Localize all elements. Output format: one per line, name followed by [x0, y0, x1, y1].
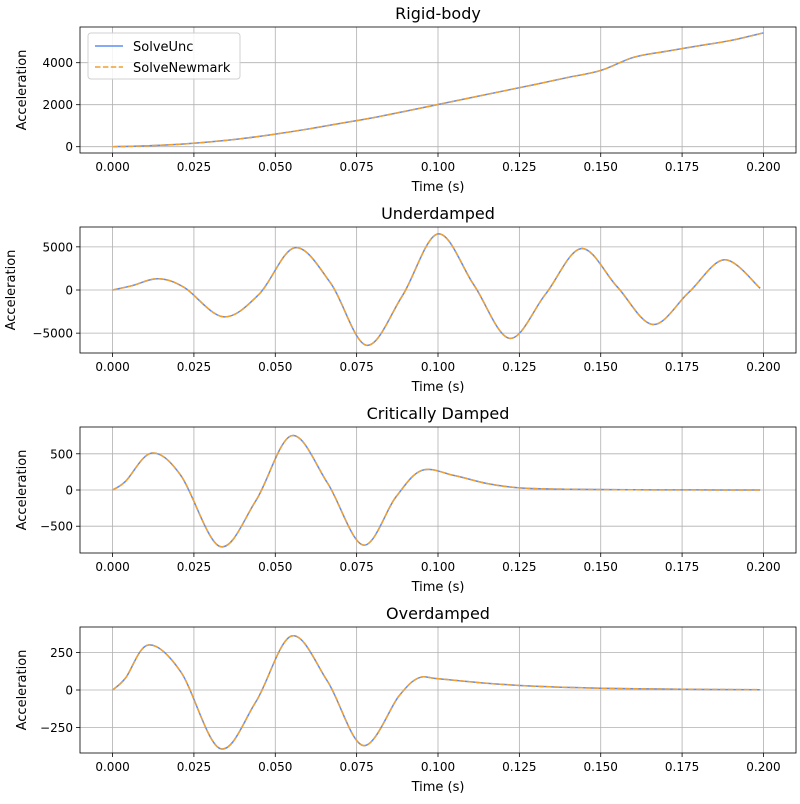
series-line-solvenewmark	[112, 635, 761, 750]
subplot-title: Critically Damped	[367, 404, 510, 423]
x-tick-label: 0.150	[584, 760, 618, 774]
y-tick-label: 5000	[42, 240, 73, 254]
x-tick-label: 0.125	[502, 760, 536, 774]
y-tick-label: −5000	[32, 327, 73, 341]
x-axis-label: Time (s)	[411, 380, 465, 395]
x-tick-label: 0.100	[421, 160, 455, 174]
subplot-title: Overdamped	[386, 604, 490, 623]
x-tick-label: 0.000	[95, 360, 129, 374]
subplot-3: 0.000 0.025 0.050 0.075 0.100 0.125 0.150 0.175…	[15, 404, 797, 595]
x-tick-label: 0.150	[584, 360, 618, 374]
y-tick-label: −500	[40, 520, 73, 534]
series-line-solveunc	[112, 233, 761, 346]
x-tick-label: 0.175	[665, 560, 699, 574]
x-tick-label: 0.075	[339, 360, 373, 374]
x-tick-label: 0.125	[502, 360, 536, 374]
y-axis-label: Acceleration	[15, 450, 30, 531]
x-tick-label: 0.050	[258, 360, 292, 374]
y-tick-label: 4000	[42, 56, 73, 70]
x-tick-label: 0.175	[665, 760, 699, 774]
x-tick-label: 0.025	[177, 160, 211, 174]
x-tick-label: 0.175	[665, 360, 699, 374]
x-tick-label: 0.050	[258, 560, 292, 574]
y-tick-label: 0	[65, 684, 73, 698]
x-tick-label: 0.100	[421, 760, 455, 774]
y-tick-label: 0	[65, 284, 73, 298]
x-tick-label: 0.150	[584, 560, 618, 574]
series-line-solvenewmark	[112, 434, 761, 548]
x-tick-label: 0.075	[339, 760, 373, 774]
x-tick-label: 0.050	[258, 160, 292, 174]
subplot-2: 0.000 0.025 0.050 0.075 0.100 0.125 0.150 0.175…	[4, 204, 797, 395]
x-tick-label: 0.000	[95, 560, 129, 574]
y-tick-label: 500	[50, 447, 73, 461]
x-tick-label: 0.075	[339, 160, 373, 174]
y-axis-label: Acceleration	[4, 250, 19, 331]
legend-box	[87, 32, 241, 80]
legend-label-solvenewmark: SolveNewmark	[133, 61, 231, 76]
subplot-title: Rigid-body	[395, 4, 481, 23]
x-tick-label: 0.075	[339, 560, 373, 574]
y-tick-label: 0	[65, 140, 73, 154]
x-tick-label: 0.000	[95, 160, 129, 174]
x-tick-label: 0.200	[746, 560, 780, 574]
y-tick-label: 2000	[42, 98, 73, 112]
subplot-4: 0.000 0.025 0.050 0.075 0.100 0.125 0.150 0.175…	[15, 604, 797, 795]
x-tick-label: 0.050	[258, 760, 292, 774]
y-tick-label: −250	[40, 721, 73, 735]
x-tick-label: 0.025	[177, 360, 211, 374]
x-axis-label: Time (s)	[411, 580, 465, 595]
legend: SolveUnc SolveNewmark	[87, 32, 241, 80]
x-tick-label: 0.025	[177, 760, 211, 774]
x-axis-label: Time (s)	[411, 180, 465, 195]
x-tick-label: 0.175	[665, 160, 699, 174]
subplot-1: 0.000 0.025 0.050 0.075 0.100 0.125 0.150 0.175…	[15, 4, 797, 195]
x-tick-label: 0.025	[177, 560, 211, 574]
y-tick-label: 0	[65, 484, 73, 498]
series-line-solveunc	[112, 434, 761, 548]
y-tick-label: 250	[50, 646, 73, 660]
x-tick-label: 0.150	[584, 160, 618, 174]
x-tick-label: 0.125	[502, 560, 536, 574]
series-line-solvenewmark	[112, 32, 764, 148]
y-axis-label: Acceleration	[15, 650, 30, 731]
x-tick-label: 0.125	[502, 160, 536, 174]
x-axis-label: Time (s)	[411, 780, 465, 795]
legend-label-solveunc: SolveUnc	[133, 40, 193, 55]
x-tick-label: 0.000	[95, 760, 129, 774]
x-tick-label: 0.200	[746, 760, 780, 774]
series-line-solvenewmark	[112, 233, 761, 346]
x-tick-label: 0.100	[421, 360, 455, 374]
y-axis-label: Acceleration	[15, 50, 30, 131]
x-tick-label: 0.200	[746, 360, 780, 374]
x-tick-label: 0.100	[421, 560, 455, 574]
subplot-title: Underdamped	[381, 204, 495, 223]
x-tick-label: 0.200	[746, 160, 780, 174]
